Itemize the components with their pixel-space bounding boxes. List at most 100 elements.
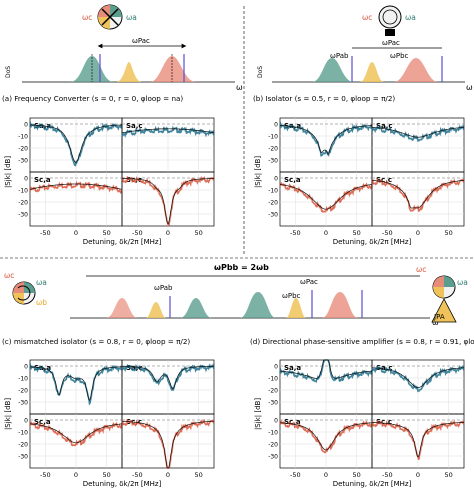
panel-cd-schematic: ωc ωa ωb ωPbb = 2ωb ωPac ωPab ωPbc ω JPA…	[4, 263, 468, 327]
isolator-ring-icon	[378, 5, 402, 36]
xtick-d-S_ca-1: 0	[324, 471, 328, 479]
xtick-c-S_ca-0: -50	[40, 471, 51, 479]
panel-a-schematic: ωc ωa ωPac DoS ω	[5, 4, 243, 92]
pump-bc-label: ωPbc	[390, 52, 409, 60]
pump-ac-label-b: ωPac	[382, 39, 400, 47]
theory-trace-b-S_aa	[280, 125, 372, 155]
ytick-d-S_aa-2: -20	[268, 388, 278, 395]
ytick-c-S_aa-0: 0	[24, 364, 28, 371]
theory-trace-d-S_aa	[280, 359, 372, 379]
label-b-S_cc: Sc,c	[376, 176, 392, 184]
pump-bb-label: ωPbb = 2ωb	[214, 263, 269, 272]
xlabel-b: Detuning, δk/2π [MHz]	[333, 238, 412, 246]
theory-trace-c-S_ca	[29, 423, 123, 444]
xtick-b-S_ca-2: 50	[353, 229, 361, 237]
ytick-b-S_aa-2: -20	[268, 146, 278, 153]
mode-label-c: ωc	[82, 13, 92, 22]
label-c-S_ca: Sc,a	[34, 418, 51, 426]
theory-trace-a-S_cc	[122, 178, 214, 225]
s-parameter-plots: |Sjk| [dB] Sa,a 0 -10 -20 -30 Sa,c Sc,a 0 -10 -20 -…	[4, 117, 465, 488]
ylabel-a: |Sjk| [dB]	[4, 156, 12, 188]
theory-trace-a-S_ca	[29, 183, 123, 190]
ytick-a-S_aa-0: 0	[24, 122, 28, 129]
xtick-c-S_cc-2: 50	[195, 471, 203, 479]
mode-label-c-b: ωc	[362, 13, 372, 22]
data-trace-b-S_cc	[371, 177, 465, 212]
xtick-c-S_cc-1: 0	[166, 471, 170, 479]
xtick-c-S_ca-2: 50	[103, 471, 111, 479]
ytick-b-S_ca-1: -10	[268, 188, 278, 195]
ylabel-d: |Sjk| [dB]	[254, 398, 262, 430]
ytick-b-S_ca-2: -20	[268, 200, 278, 207]
xtick-d-S_cc-0: -50	[382, 471, 393, 479]
circulator-icon-c	[12, 281, 36, 305]
xtick-c-S_ca-1: 0	[74, 471, 78, 479]
xtick-b-S_cc-1: 0	[416, 229, 420, 237]
mode-label-c-d: ωc	[416, 265, 426, 274]
caption-c: (c) mismatched isolator (s = 0.8, r = 0,…	[2, 337, 190, 346]
xtick-c-S_cc-0: -50	[132, 471, 143, 479]
mode-label-b-c: ωb	[36, 298, 47, 307]
ytick-c-S_ca-3: -30	[18, 454, 28, 461]
theory-trace-d-S_ca	[280, 422, 372, 451]
ytick-c-S_aa-1: -10	[18, 376, 28, 383]
xtick-b-S_ca-1: 0	[324, 229, 328, 237]
ytick-d-S_aa-0: 0	[274, 364, 278, 371]
data-trace-a-S_ac	[121, 125, 215, 138]
ytick-b-S_aa-0: 0	[274, 122, 278, 129]
mode-label-a-d: ωa	[457, 278, 468, 287]
label-b-S_ac: Sa,c	[376, 122, 393, 130]
pump-ac-label: ωPac	[132, 37, 150, 45]
ytick-b-S_ca-0: 0	[274, 176, 278, 183]
jpa-label: JPA	[433, 313, 445, 321]
ytick-b-S_aa-1: -10	[268, 134, 278, 141]
data-trace-a-S_ca	[29, 180, 123, 195]
theory-trace-a-S_ac	[121, 128, 215, 134]
theory-trace-d-S_ac	[371, 367, 465, 388]
ytick-d-S_ca-2: -20	[268, 442, 278, 449]
jpa-icon: JPA	[431, 275, 457, 323]
label-d-S_ac: Sa,c	[376, 364, 393, 372]
theory-trace-c-S_aa	[30, 366, 122, 401]
ytick-c-S_ca-0: 0	[24, 418, 28, 425]
ytick-a-S_ca-0: 0	[24, 176, 28, 183]
mode-label-a: ωa	[126, 13, 137, 22]
xlabel-d: Detuning, δk/2π [MHz]	[333, 480, 412, 488]
data-trace-c-S_ac	[121, 363, 215, 392]
omega-axis-label: ω	[236, 83, 243, 92]
theory-trace-b-S_ac	[371, 126, 465, 138]
xtick-a-S_ca-1: 0	[74, 229, 78, 237]
ytick-d-S_ca-0: 0	[274, 418, 278, 425]
theory-trace-c-S_ac	[122, 365, 214, 390]
theory-trace-a-S_aa	[30, 124, 122, 163]
ytick-a-S_ca-2: -20	[18, 200, 28, 207]
pump-ab-label: ωPab	[330, 52, 349, 60]
ylabel-c: |Sjk| [dB]	[4, 398, 12, 430]
label-c-S_ac: Sa,c	[126, 364, 143, 372]
mode-label-c-c: ωc	[4, 271, 14, 280]
xtick-a-S_cc-1: 0	[166, 229, 170, 237]
ytick-a-S_ca-3: -30	[18, 212, 28, 219]
xtick-d-S_ca-0: -50	[290, 471, 301, 479]
label-d-S_aa: Sa,a	[284, 364, 301, 372]
xtick-b-S_cc-2: 50	[445, 229, 453, 237]
data-trace-b-S_ac	[371, 124, 465, 143]
ytick-a-S_ca-1: -10	[18, 188, 28, 195]
xtick-a-S_ca-0: -50	[40, 229, 51, 237]
omega-axis-label-cd: ω	[432, 318, 439, 327]
xtick-d-S_cc-1: 0	[416, 471, 420, 479]
xlabel-c: Detuning, δk/2π [MHz]	[83, 480, 162, 488]
theory-trace-d-S_cc	[372, 422, 464, 458]
data-trace-c-S_ca	[29, 421, 123, 447]
caption-a: (a) Frequency Converter (s = 0, r = 0, φ…	[2, 94, 183, 103]
xtick-d-S_cc-2: 50	[445, 471, 453, 479]
ytick-a-S_aa-3: -30	[18, 158, 28, 165]
xtick-b-S_ca-0: -50	[290, 229, 301, 237]
mode-label-a-c: ωa	[36, 278, 47, 287]
data-trace-a-S_cc	[121, 175, 215, 227]
ytick-a-S_aa-2: -20	[18, 146, 28, 153]
xtick-a-S_cc-0: -50	[132, 229, 143, 237]
label-b-S_ca: Sc,a	[284, 176, 301, 184]
label-d-S_ca: Sc,a	[284, 418, 301, 426]
